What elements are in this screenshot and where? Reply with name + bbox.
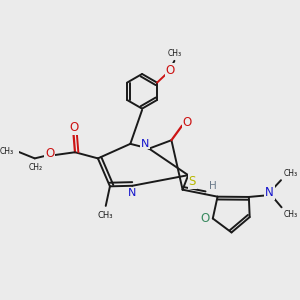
Text: O: O: [69, 122, 78, 134]
Text: CH₃: CH₃: [0, 147, 14, 156]
Text: O: O: [45, 147, 55, 160]
Text: CH₃: CH₃: [168, 49, 182, 58]
Text: CH₃: CH₃: [284, 209, 298, 218]
Text: S: S: [189, 175, 196, 188]
Text: N: N: [128, 188, 136, 198]
Text: CH₃: CH₃: [283, 169, 297, 178]
Text: CH₂: CH₂: [28, 164, 42, 172]
Text: O: O: [166, 64, 175, 76]
Text: CH₃: CH₃: [98, 211, 113, 220]
Text: O: O: [200, 212, 210, 225]
Text: H: H: [209, 181, 217, 191]
Text: O: O: [182, 116, 192, 129]
Text: N: N: [141, 139, 149, 148]
Text: N: N: [265, 186, 274, 199]
